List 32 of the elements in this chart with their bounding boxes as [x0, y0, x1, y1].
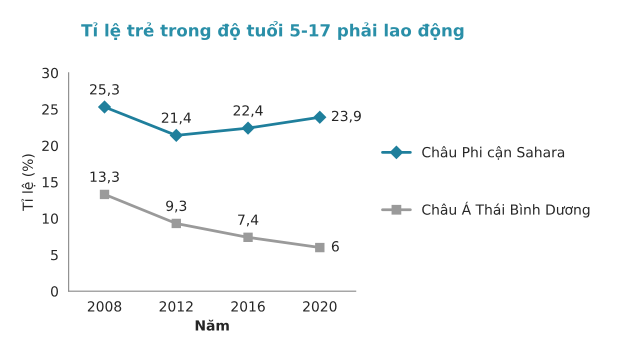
chart-title: Tỉ lệ trẻ trong độ tuổi 5-17 phải lao động	[81, 21, 464, 40]
y-tick-label: 20	[42, 140, 58, 152]
point	[315, 242, 324, 252]
x-tick-label: 2020	[303, 301, 337, 312]
data-label: 22,4	[234, 105, 263, 118]
data-label: 13,3	[90, 171, 119, 184]
y-tick-label: 30	[42, 68, 58, 78]
y-tick-label: 0	[50, 286, 58, 297]
y-tick-label: 5	[51, 250, 58, 260]
y-tick-label: 10	[42, 213, 58, 224]
x-axis-title: Năm	[196, 320, 229, 331]
data-label: 21,4	[162, 112, 191, 124]
data-label: 9,3	[166, 200, 186, 212]
x-tick-label: 2008	[88, 301, 122, 312]
point	[170, 128, 183, 142]
legend-label: Châu Phi cận Sahara	[422, 146, 564, 160]
legend-label: Châu Á Thái Bình Dương	[422, 202, 590, 218]
point	[98, 100, 111, 114]
y-tick-label: 25	[42, 104, 58, 115]
point	[243, 232, 253, 242]
point	[100, 190, 110, 200]
point	[172, 218, 181, 228]
x-tick-label: 2016	[231, 301, 265, 312]
x-tick-label: 2012	[160, 301, 193, 312]
point	[313, 110, 326, 124]
data-label: 6	[332, 241, 339, 252]
y-axis-title: Tỉ lệ (%)	[22, 154, 36, 211]
point	[242, 122, 254, 135]
data-label: 23,9	[332, 110, 361, 123]
y-tick-label: 15	[42, 177, 58, 188]
data-label: 7,4	[238, 214, 258, 226]
data-label: 25,3	[90, 84, 119, 96]
